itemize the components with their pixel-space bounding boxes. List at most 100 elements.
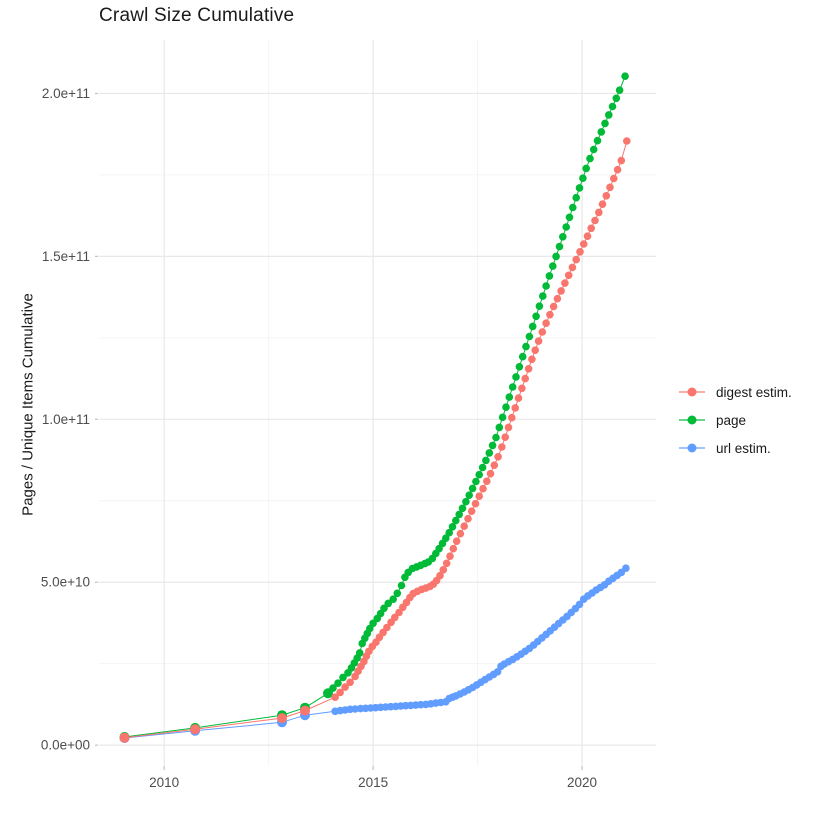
- data-point: [119, 732, 130, 743]
- data-point: [565, 213, 574, 222]
- data-point: [508, 383, 517, 391]
- data-point: [568, 263, 577, 272]
- y-tick-label: 1.0e+11: [42, 412, 90, 427]
- legend-label: url estim.: [716, 440, 771, 456]
- data-point: [514, 394, 523, 402]
- legend-key-dot: [687, 443, 697, 453]
- data-point: [608, 102, 617, 111]
- data-point: [532, 312, 540, 321]
- data-point: [504, 423, 513, 432]
- data-point: [528, 355, 536, 364]
- data-point: [534, 337, 543, 345]
- y-tick-label: 1.5e+11: [42, 249, 90, 264]
- legend-key-digest: [679, 383, 705, 401]
- legend-key-dot: [687, 415, 697, 425]
- data-point: [511, 404, 519, 412]
- data-point: [505, 393, 514, 401]
- data-point: [545, 272, 554, 280]
- data-point: [442, 559, 451, 568]
- data-point: [383, 623, 391, 632]
- chart-title: Crawl Size Cumulative: [99, 5, 295, 26]
- legend-key-url: [679, 439, 705, 457]
- data-point: [397, 581, 406, 590]
- data-point: [492, 433, 500, 442]
- data-point: [346, 678, 354, 687]
- data-point: [493, 668, 502, 676]
- data-point: [495, 423, 504, 432]
- data-point: [559, 233, 567, 241]
- data-point: [569, 203, 577, 212]
- data-point: [623, 137, 631, 145]
- y-tick-label: 2.0e+11: [42, 86, 90, 101]
- data-point: [502, 403, 510, 412]
- data-point: [472, 477, 480, 486]
- data-point: [389, 595, 398, 603]
- data-point: [339, 673, 347, 682]
- data-point: [515, 363, 524, 371]
- data-point: [612, 94, 621, 103]
- data-point: [613, 165, 622, 174]
- x-tick-label: 2020: [567, 775, 597, 790]
- data-point: [549, 262, 557, 270]
- data-point: [452, 537, 461, 545]
- data-point: [606, 183, 614, 192]
- data-point: [617, 156, 626, 165]
- data-point: [452, 516, 460, 525]
- axis-ticks: [95, 92, 583, 770]
- data-point: [355, 649, 364, 657]
- data-point: [535, 302, 544, 311]
- data-point: [468, 484, 477, 493]
- legend-item-page: page: [679, 406, 792, 434]
- data-point: [542, 282, 550, 290]
- data-point: [575, 184, 584, 192]
- data-point: [621, 72, 629, 80]
- legend: digest estim. page url estim.: [679, 378, 792, 462]
- data-point: [605, 111, 613, 119]
- data-point: [277, 713, 287, 724]
- y-tick-label: 5.0e+10: [41, 575, 90, 590]
- data-point: [482, 456, 490, 465]
- data-point: [525, 332, 534, 341]
- data-point: [475, 492, 484, 501]
- x-tick-label: 2010: [149, 775, 179, 790]
- data-point: [512, 373, 520, 381]
- data-point: [501, 433, 510, 442]
- x-tick-label: 2015: [358, 775, 388, 790]
- data-point: [395, 608, 403, 617]
- data-point: [518, 384, 526, 393]
- legend-label: digest estim.: [716, 384, 792, 400]
- data-point: [595, 208, 603, 217]
- data-point: [458, 504, 467, 513]
- data-point: [601, 119, 609, 128]
- data-point: [583, 232, 592, 240]
- series-url-estim-: [119, 564, 630, 743]
- data-point: [622, 564, 630, 572]
- data-point: [498, 443, 506, 451]
- gridlines-major: [99, 40, 656, 766]
- data-point: [334, 679, 342, 687]
- data-point: [485, 449, 494, 457]
- data-point: [446, 552, 454, 560]
- data-point: [464, 514, 472, 523]
- data-point: [341, 683, 349, 691]
- data-point: [518, 352, 527, 361]
- data-point: [483, 477, 491, 486]
- data-point: [553, 294, 562, 303]
- data-point: [522, 342, 530, 351]
- data-point: [329, 684, 337, 692]
- series-digest-estim-: [119, 137, 631, 743]
- data-point: [531, 346, 539, 355]
- legend-item-url-estim: url estim.: [679, 434, 792, 462]
- data-point: [615, 86, 624, 94]
- data-point: [465, 491, 474, 500]
- data-point: [300, 705, 310, 716]
- data-point: [539, 292, 547, 300]
- data-point: [479, 484, 487, 493]
- data-point: [455, 510, 464, 519]
- data-point: [351, 705, 359, 713]
- data-point: [582, 164, 590, 173]
- series-line: [124, 567, 627, 739]
- data-point: [552, 252, 560, 261]
- data-point: [471, 499, 480, 508]
- series-page: [119, 72, 629, 742]
